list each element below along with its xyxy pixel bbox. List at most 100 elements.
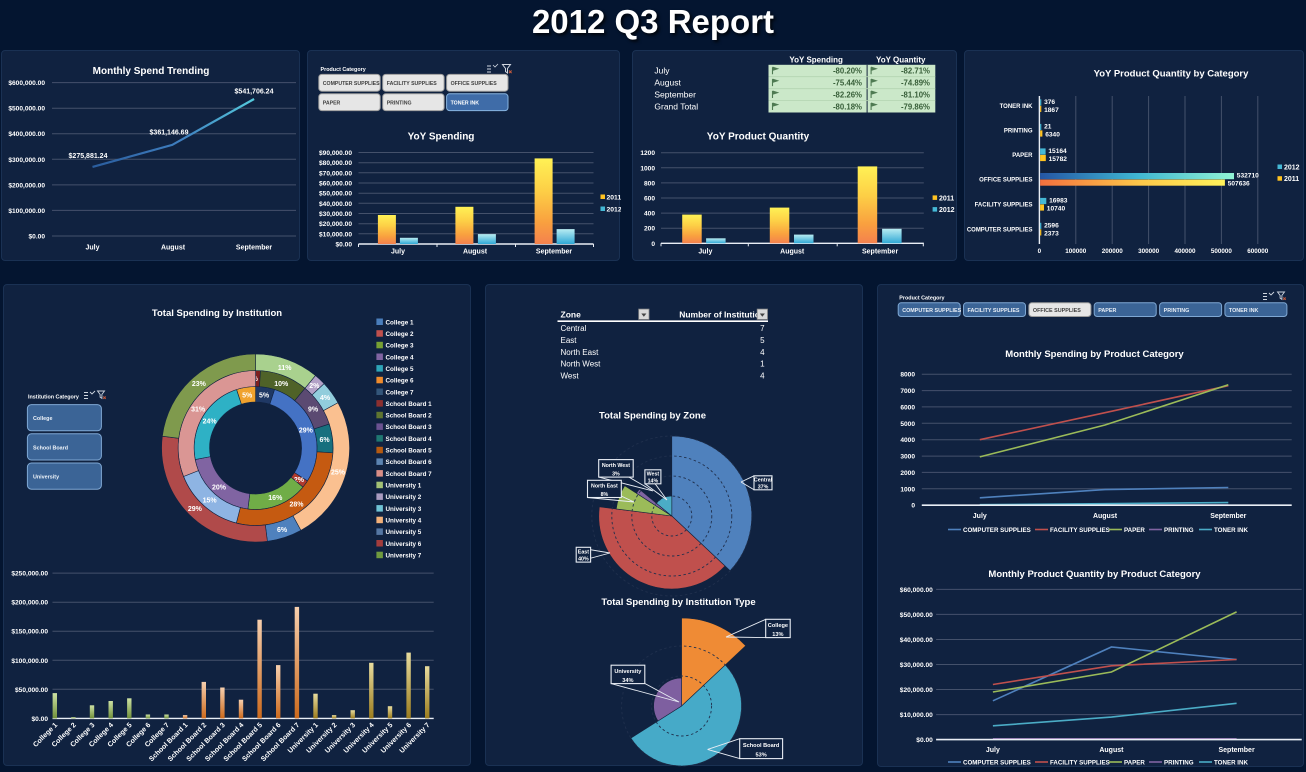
svg-text:200000: 200000 xyxy=(1102,248,1124,255)
svg-text:Total Spending by Zone: Total Spending by Zone xyxy=(599,411,706,422)
svg-text:University 3: University 3 xyxy=(386,506,422,513)
svg-text:-75.44%: -75.44% xyxy=(833,78,862,87)
svg-text:University: University xyxy=(33,475,59,481)
svg-text:School Board 6: School Board 6 xyxy=(386,459,433,466)
svg-text:YoY Product Quantity: YoY Product Quantity xyxy=(707,131,810,142)
svg-text:21: 21 xyxy=(1044,124,1052,131)
svg-text:YoY Product Quantity by Catego: YoY Product Quantity by Category xyxy=(1094,69,1250,80)
svg-text:PAPER: PAPER xyxy=(1124,527,1145,534)
svg-text:5%: 5% xyxy=(259,393,270,400)
svg-text:31%: 31% xyxy=(191,406,206,413)
svg-text:$100,000.00: $100,000.00 xyxy=(8,208,45,215)
svg-text:North East: North East xyxy=(561,348,600,357)
svg-text:YoY Spending: YoY Spending xyxy=(408,131,475,142)
svg-text:2%: 2% xyxy=(309,383,320,390)
svg-text:0: 0 xyxy=(651,241,655,248)
svg-text:$90,000.00: $90,000.00 xyxy=(319,150,352,157)
svg-text:Product Category: Product Category xyxy=(321,67,366,73)
svg-text:East: East xyxy=(561,336,578,345)
svg-text:COMPUTER SUPPLIES: COMPUTER SUPPLIES xyxy=(902,308,961,314)
svg-text:School Board 7: School Board 7 xyxy=(386,471,433,478)
svg-text:TONER INK: TONER INK xyxy=(1000,104,1034,110)
svg-text:15164: 15164 xyxy=(1048,148,1067,155)
svg-text:-82.26%: -82.26% xyxy=(833,90,862,99)
svg-text:August: August xyxy=(463,249,488,256)
svg-text:7: 7 xyxy=(760,324,765,333)
svg-text:-80.20%: -80.20% xyxy=(833,67,862,76)
svg-text:2011: 2011 xyxy=(1284,176,1299,183)
svg-text:5: 5 xyxy=(760,336,765,345)
svg-text:$100,000.00: $100,000.00 xyxy=(11,658,48,665)
svg-text:PAPER: PAPER xyxy=(1012,153,1033,159)
svg-text:Central: Central xyxy=(561,324,587,333)
svg-text:2011: 2011 xyxy=(939,195,954,202)
svg-text:$20,000.00: $20,000.00 xyxy=(900,687,933,694)
svg-text:College 3: College 3 xyxy=(386,343,414,350)
svg-text:53%: 53% xyxy=(755,753,766,759)
svg-text:$70,000.00: $70,000.00 xyxy=(319,170,352,177)
svg-text:Total Spending by Institution: Total Spending by Institution xyxy=(152,308,282,319)
svg-text:September: September xyxy=(1210,513,1246,520)
svg-text:University 5: University 5 xyxy=(386,529,422,536)
svg-text:COMPUTER SUPPLIES: COMPUTER SUPPLIES xyxy=(963,760,1031,767)
svg-text:FACILITY SUPPLIES: FACILITY SUPPLIES xyxy=(1050,760,1110,767)
svg-text:University 1: University 1 xyxy=(386,483,422,490)
svg-text:COMPUTER SUPPLIES: COMPUTER SUPPLIES xyxy=(963,527,1031,534)
svg-text:PRINTING: PRINTING xyxy=(1164,308,1190,314)
svg-text:600000: 600000 xyxy=(1247,248,1269,255)
svg-text:20%: 20% xyxy=(212,485,227,492)
svg-text:July: July xyxy=(986,747,1000,754)
svg-text:$40,000.00: $40,000.00 xyxy=(319,201,352,208)
svg-text:$0.00: $0.00 xyxy=(916,737,933,744)
svg-text:PRINTING: PRINTING xyxy=(1164,760,1194,767)
svg-text:Total Spending by Institution: Total Spending by Institution Type xyxy=(601,597,755,608)
svg-text:9%: 9% xyxy=(308,406,319,413)
svg-text:-82.71%: -82.71% xyxy=(901,67,930,76)
svg-text:September: September xyxy=(1219,747,1255,754)
svg-text:East: East xyxy=(578,550,589,556)
svg-text:$600,000.00: $600,000.00 xyxy=(8,80,45,87)
svg-text:0: 0 xyxy=(1038,248,1042,255)
svg-text:PAPER: PAPER xyxy=(1124,760,1145,767)
svg-text:July: July xyxy=(698,249,712,256)
svg-text:23%: 23% xyxy=(192,381,207,388)
svg-text:16%: 16% xyxy=(268,495,283,502)
svg-text:July: July xyxy=(973,513,987,520)
svg-text:Number of Institutio: Number of Institutio xyxy=(679,310,760,320)
svg-text:15%: 15% xyxy=(203,498,218,505)
svg-text:4: 4 xyxy=(760,348,765,357)
svg-text:376: 376 xyxy=(1044,99,1055,106)
svg-text:TONER INK: TONER INK xyxy=(1214,760,1248,767)
svg-text:PRINTING: PRINTING xyxy=(1164,527,1194,534)
svg-text:University: University xyxy=(614,669,642,675)
svg-text:$300,000.00: $300,000.00 xyxy=(8,157,45,164)
svg-text:University 4: University 4 xyxy=(386,518,422,525)
svg-text:11%: 11% xyxy=(278,365,292,372)
svg-text:$80,000.00: $80,000.00 xyxy=(319,160,352,167)
svg-text:September: September xyxy=(654,89,696,99)
svg-text:July: July xyxy=(391,249,405,256)
svg-text:School Board 2: School Board 2 xyxy=(386,413,433,420)
svg-text:West: West xyxy=(647,472,660,478)
svg-text:$0.00: $0.00 xyxy=(335,242,352,249)
svg-text:40%: 40% xyxy=(578,557,589,563)
svg-text:532710: 532710 xyxy=(1237,173,1259,180)
svg-text:North East: North East xyxy=(591,484,618,490)
svg-text:13%: 13% xyxy=(772,632,783,638)
svg-text:29%: 29% xyxy=(299,427,314,434)
svg-text:Grand Total: Grand Total xyxy=(654,101,698,111)
svg-text:$541,706.24: $541,706.24 xyxy=(235,89,274,96)
svg-text:Monthly Product Quantity by Pr: Monthly Product Quantity by Product Cate… xyxy=(988,569,1201,580)
svg-text:College 5: College 5 xyxy=(386,366,414,373)
svg-text:College 6: College 6 xyxy=(386,378,414,385)
svg-text:4: 4 xyxy=(760,372,765,381)
svg-text:$361,146.69: $361,146.69 xyxy=(150,130,189,137)
svg-text:-81.10%: -81.10% xyxy=(901,90,930,99)
svg-text:August: August xyxy=(1093,513,1118,520)
svg-text:1000: 1000 xyxy=(640,165,655,172)
svg-text:$0.00: $0.00 xyxy=(28,234,45,241)
svg-text:College 7: College 7 xyxy=(386,389,414,396)
svg-text:37%: 37% xyxy=(758,484,769,490)
svg-text:West: West xyxy=(561,372,580,381)
svg-text:300000: 300000 xyxy=(1138,248,1160,255)
